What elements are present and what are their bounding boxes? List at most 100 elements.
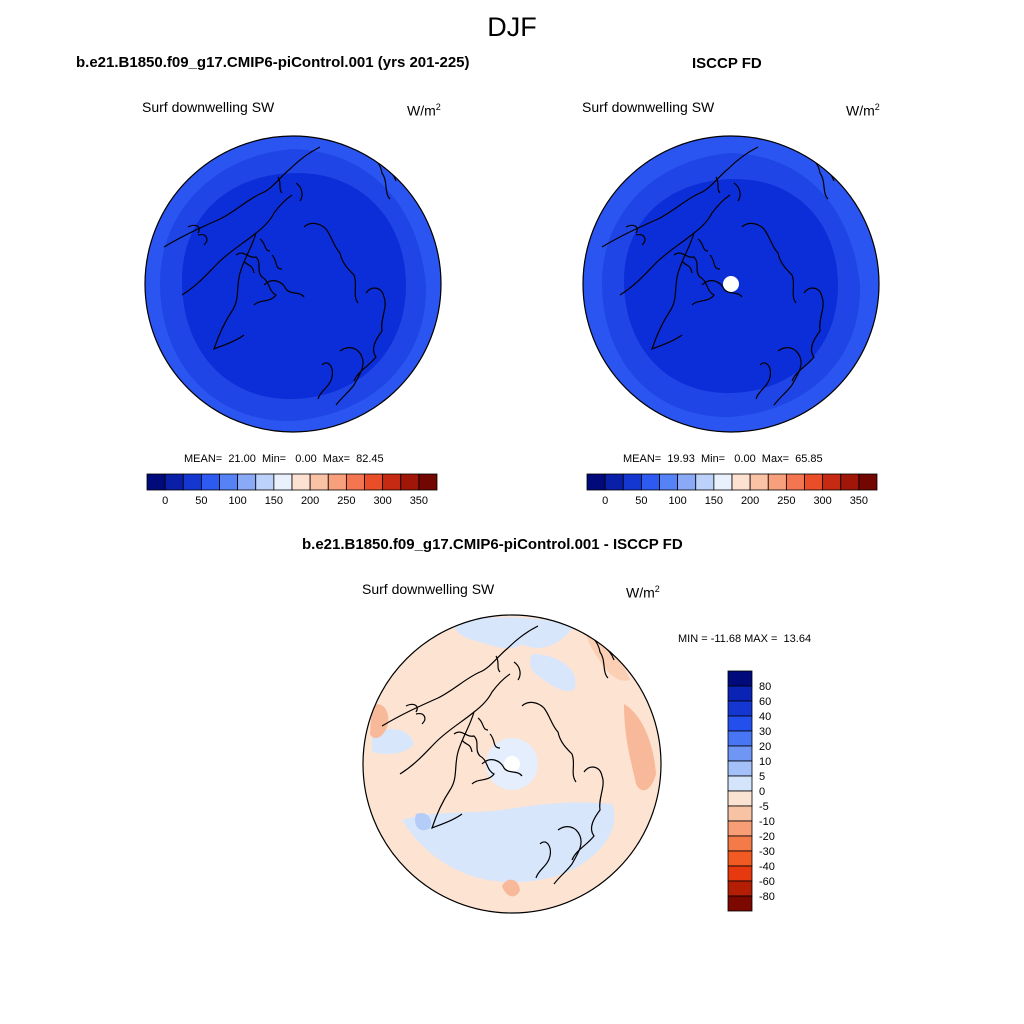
model-colorbar-box — [182, 473, 202, 491]
model-colorbar-box — [164, 473, 184, 491]
diff-colorbar-box — [727, 700, 753, 717]
pole-hole — [723, 276, 739, 292]
diff-colorbar-box — [727, 670, 753, 687]
diff-colorbar-tick-label: 20 — [759, 741, 771, 753]
diff-polar-map — [362, 614, 662, 914]
obs-colorbar-tick-label: 350 — [850, 495, 868, 507]
model-colorbar-tick-label: 0 — [162, 495, 168, 507]
obs-colorbar-box — [858, 473, 878, 491]
model-colorbar-tick-label: 200 — [301, 495, 319, 507]
diff-colorbar-tick-label: -10 — [759, 816, 775, 828]
model-colorbar-box — [309, 473, 329, 491]
diff-colorbar-tick-label: 80 — [759, 681, 771, 693]
diff-colorbar-box — [727, 835, 753, 852]
diff-panel-variable: Surf downwelling SW — [362, 581, 495, 597]
obs-panel-title: ISCCP FD — [692, 55, 762, 72]
model-colorbar-box — [219, 473, 239, 491]
diff-colorbar-tick-label: 5 — [759, 771, 765, 783]
diff-colorbar-tick-label: 10 — [759, 756, 771, 768]
diff-colorbar-box — [727, 775, 753, 792]
obs-panel-stats: MEAN= 19.93 Min= 0.00 Max= 65.85 — [623, 453, 823, 465]
coastlines — [163, 146, 407, 406]
model-colorbar-box — [273, 473, 293, 491]
model-colorbar-tick-label: 150 — [265, 495, 283, 507]
model-colorbar-tick-label: 100 — [228, 495, 246, 507]
diff-colorbar-box — [727, 790, 753, 807]
model-colorbar-box — [382, 473, 402, 491]
model-colorbar-box — [200, 473, 220, 491]
positive-region-northeast — [586, 634, 630, 681]
obs-colorbar-box — [640, 473, 660, 491]
obs-colorbar-box — [822, 473, 842, 491]
positive-region-east — [624, 704, 656, 791]
diff-colorbar-box — [727, 865, 753, 882]
obs-colorbar-box — [622, 473, 642, 491]
negative-region-west — [372, 729, 414, 754]
obs-colorbar-tick-label: 100 — [668, 495, 686, 507]
obs-colorbar-box — [731, 473, 751, 491]
positive-region-south — [502, 879, 520, 897]
model-colorbar-tick-label: 250 — [337, 495, 355, 507]
diff-colorbar-box — [727, 820, 753, 837]
obs-colorbar-box — [767, 473, 787, 491]
model-panel-variable: Surf downwelling SW — [142, 99, 275, 115]
coastlines — [601, 146, 845, 406]
model-colorbar-tick-label: 350 — [410, 495, 428, 507]
obs-polar-map — [582, 135, 880, 433]
obs-colorbar-tick-label: 150 — [705, 495, 723, 507]
model-colorbar: 0 50 100 150 200 250 300 350 — [146, 473, 438, 507]
inner-core — [181, 172, 406, 400]
diff-colorbar-box — [727, 730, 753, 747]
obs-colorbar-box — [695, 473, 715, 491]
model-polar-map — [144, 135, 442, 433]
negative-region-east — [530, 654, 576, 691]
diff-colorbar-tick-label: 40 — [759, 711, 771, 723]
diff-panel-stats: MIN = -11.68 MAX = 13.64 — [678, 633, 812, 645]
diff-colorbar-box — [727, 880, 753, 897]
obs-panel-variable: Surf downwelling SW — [582, 99, 715, 115]
positive-region-west — [370, 704, 389, 739]
model-panel-stats: MEAN= 21.00 Min= 0.00 Max= 82.45 — [184, 453, 384, 465]
model-colorbar-tick-label: 300 — [373, 495, 391, 507]
diff-colorbar-tick-label: -80 — [759, 891, 775, 903]
obs-panel-units: W/m2 — [846, 102, 880, 119]
diff-colorbar-tick-label: 60 — [759, 696, 771, 708]
model-colorbar-box — [345, 473, 365, 491]
obs-colorbar-box — [840, 473, 860, 491]
pole-hole — [504, 756, 520, 772]
diff-colorbar-tick-label: 30 — [759, 726, 771, 738]
obs-colorbar: 0 50 100 150 200 250 300 350 — [586, 473, 878, 507]
obs-colorbar-box — [713, 473, 733, 491]
diff-colorbar-box — [727, 745, 753, 762]
model-colorbar-box — [418, 473, 438, 491]
obs-colorbar-box — [659, 473, 679, 491]
diff-colorbar-tick-label: -30 — [759, 846, 775, 858]
obs-colorbar-box — [785, 473, 805, 491]
model-colorbar-box — [237, 473, 257, 491]
obs-colorbar-box — [586, 473, 606, 491]
diff-colorbar-tick-label: -5 — [759, 801, 769, 813]
obs-colorbar-tick-label: 50 — [635, 495, 647, 507]
model-panel-units: W/m2 — [407, 102, 441, 119]
diff-colorbar-tick-label: -60 — [759, 876, 775, 888]
coastlines — [381, 625, 625, 885]
obs-colorbar-tick-label: 0 — [602, 495, 608, 507]
model-colorbar-box — [364, 473, 384, 491]
diff-colorbar: 80 60 40 30 20 10 5 0 -5 -10 -20 -30 -40 -60 -80 — [727, 670, 775, 912]
obs-colorbar-tick-label: 300 — [813, 495, 831, 507]
season-title: DJF — [487, 12, 537, 42]
obs-colorbar-tick-label: 250 — [777, 495, 795, 507]
model-colorbar-tick-label: 50 — [195, 495, 207, 507]
negative-region-north — [452, 617, 574, 649]
model-colorbar-box — [291, 473, 311, 491]
obs-colorbar-box — [804, 473, 824, 491]
diff-colorbar-tick-label: 0 — [759, 786, 765, 798]
model-colorbar-box — [255, 473, 275, 491]
diff-panel-title: b.e21.B1850.f09_g17.CMIP6-piControl.001 … — [302, 536, 683, 553]
diff-colorbar-box — [727, 850, 753, 867]
obs-colorbar-tick-label: 200 — [741, 495, 759, 507]
diff-colorbar-box — [727, 760, 753, 777]
obs-colorbar-box — [677, 473, 697, 491]
diff-colorbar-tick-label: -40 — [759, 861, 775, 873]
diff-colorbar-tick-label: -20 — [759, 831, 775, 843]
